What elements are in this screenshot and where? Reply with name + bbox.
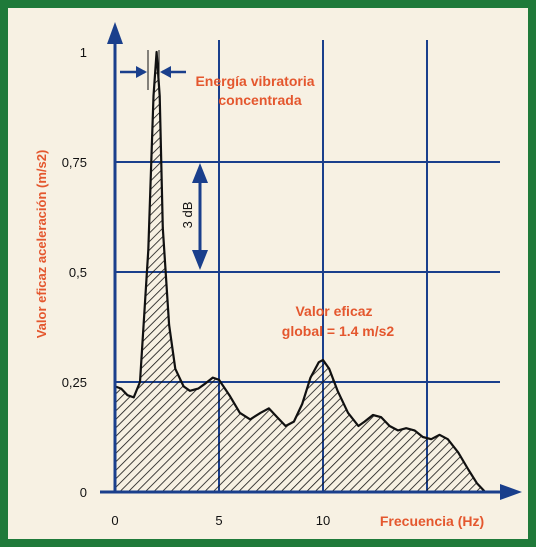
data-point — [318, 361, 320, 363]
data-point — [422, 436, 424, 438]
data-point — [364, 421, 366, 423]
data-point — [126, 394, 129, 396]
data-point — [438, 434, 441, 436]
data-point — [430, 438, 432, 440]
data-point — [397, 429, 399, 431]
data-point — [389, 425, 391, 427]
data-point — [413, 429, 416, 431]
x-axis-label: Frecuencia (Hz) — [380, 513, 484, 529]
data-point — [120, 388, 122, 390]
x-tick-label: 5 — [215, 513, 222, 528]
x-tick-label: 10 — [316, 513, 330, 528]
arrow-right-icon — [136, 66, 147, 78]
arrow-up-icon — [192, 163, 208, 183]
peak-annotation-line-1: Energía vibratoria — [195, 73, 314, 89]
data-point — [268, 407, 270, 409]
global-annotation-line-2: global = 1.4 m/s2 — [282, 323, 395, 339]
data-point — [293, 421, 295, 423]
y-tick-label: 0 — [80, 485, 87, 500]
y-tick-label: 0,25 — [62, 375, 87, 390]
data-point — [457, 451, 459, 453]
data-point — [212, 377, 214, 379]
data-point — [328, 368, 330, 370]
x-tick-label: 0 — [111, 513, 118, 528]
data-point — [249, 418, 251, 420]
data-point — [174, 368, 176, 370]
data-point — [228, 394, 230, 396]
data-point — [476, 482, 478, 484]
data-point — [276, 416, 278, 418]
data-point — [162, 227, 164, 229]
data-point — [347, 412, 349, 414]
data-point — [133, 396, 135, 398]
data-point — [168, 324, 170, 326]
data-point — [218, 379, 220, 381]
y-axis-label: Valor eficaz aceleración (m/s2) — [34, 150, 49, 339]
data-point — [447, 438, 449, 440]
data-point — [337, 390, 339, 392]
peak-width-marker — [120, 50, 186, 90]
data-point — [260, 412, 262, 414]
data-point — [139, 381, 141, 383]
data-point — [357, 425, 359, 427]
data-point — [147, 249, 149, 251]
data-point — [309, 377, 312, 379]
data-point — [468, 469, 470, 471]
arrow-left-icon — [160, 66, 171, 78]
data-point — [159, 95, 161, 97]
level-difference-label: 3 dB — [180, 202, 195, 229]
y-axis-arrow-icon — [107, 22, 123, 44]
data-point — [203, 383, 205, 385]
data-point — [156, 51, 158, 53]
data-point — [405, 427, 407, 429]
data-point — [380, 416, 382, 418]
x-axis-arrow-icon — [500, 484, 522, 500]
x-tick-labels: 0 5 10 — [111, 513, 330, 528]
data-point — [301, 403, 303, 405]
arrow-down-icon — [192, 250, 208, 270]
global-annotation-line-1: Valor eficaz — [295, 303, 372, 319]
level-difference-arrow — [192, 163, 208, 270]
peak-annotation-line-2: concentrada — [218, 92, 301, 108]
data-point — [239, 412, 241, 414]
y-tick-label: 1 — [80, 45, 87, 60]
y-tick-label: 0,5 — [69, 265, 87, 280]
y-tick-label: 0,75 — [62, 155, 87, 170]
data-point — [322, 359, 324, 361]
y-axis — [107, 22, 123, 492]
y-tick-labels: 0 0,25 0,5 0,75 1 — [62, 45, 87, 500]
data-point — [197, 388, 199, 390]
data-point — [189, 390, 191, 392]
data-point — [285, 425, 287, 427]
x-axis — [100, 484, 522, 500]
data-point — [183, 385, 185, 387]
data-point — [152, 95, 155, 97]
data-point — [372, 414, 374, 416]
